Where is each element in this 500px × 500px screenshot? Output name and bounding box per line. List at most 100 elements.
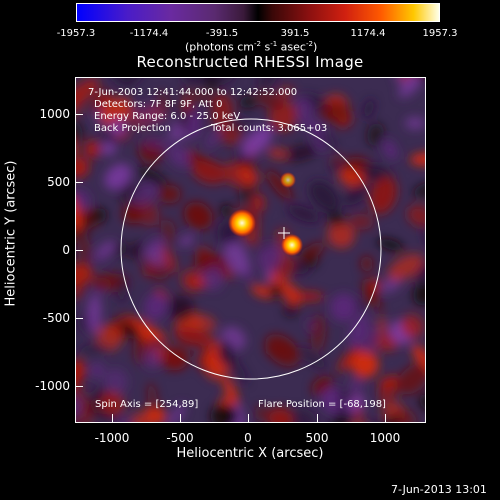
image-texture-blob [205,128,221,149]
image-texture-blob [147,382,158,413]
image-texture-blob [310,313,326,352]
image-texture-blob [287,205,320,223]
image-texture-blob [174,327,213,347]
image-texture-blob [382,139,398,160]
image-texture-blob [120,320,140,339]
image-texture-blob [182,78,208,85]
y-axis-label: Heliocentric Y (arcsec) [3,160,19,307]
image-texture-blob [157,91,170,115]
image-texture-blob [136,166,167,186]
y-axis-tick [75,386,83,387]
colorbar-tick-label: -1174.4 [129,28,169,39]
image-texture-blob [360,255,373,272]
image-texture-blob [84,140,101,159]
image-texture-blob [76,382,83,402]
image-texture-blob [267,406,294,422]
energy-range-label: Energy Range: 6.0 - 25.0 keV [94,111,241,122]
detectors-label: Detectors: 7F 8F 9F, Att 0 [94,99,223,110]
hot-spot-main [228,209,256,237]
image-texture-blob [327,221,355,249]
image-texture-blob [287,408,318,422]
image-texture-blob [87,293,102,334]
image-texture-blob [131,412,152,422]
colorbar-tick-label: -391.5 [205,28,239,39]
image-texture-blob [113,242,127,256]
method-label: Back Projection [94,123,171,134]
image-texture-blob [267,147,289,160]
image-texture-blob [100,390,125,416]
image-texture-blob [283,284,301,306]
image-texture-blob [255,90,284,111]
image-texture-blob [330,293,357,322]
image-texture-blob [76,359,86,388]
image-texture-blob [266,170,293,200]
colorbar-tick-label: 1174.4 [350,28,386,39]
image-texture-blob [412,181,425,199]
solar-limb-circle [120,118,382,380]
image-texture-blob [181,269,207,292]
total-counts-label: Total counts: 3.065+03 [211,123,328,134]
x-axis-tick [180,414,181,422]
colorbar-tick-label: -1957.3 [56,28,96,39]
image-texture-blob [363,98,375,119]
hot-spot-flare [281,234,303,256]
image-texture-blob [397,364,425,395]
image-texture-blob [117,275,127,304]
image-texture-blob [104,163,132,190]
image-texture-blob [161,219,176,246]
image-texture-blob [158,185,181,204]
y-axis-tick [75,250,83,251]
image-texture-blob [220,204,233,217]
image-texture-blob [194,252,214,272]
x-axis-tick [112,414,113,422]
image-texture-blob [295,97,313,118]
image-texture-blob [397,409,417,422]
image-texture-blob [184,202,213,230]
image-texture-blob [186,108,203,140]
y-tick-label: -500 [42,311,70,325]
image-texture-blob [398,78,422,98]
image-texture-blob [76,78,100,106]
image-texture-blob [284,144,318,162]
y-tick-label: 1000 [39,107,70,121]
y-axis-tick [75,114,83,115]
image-texture-blob [99,97,132,127]
image-texture-blob [90,254,109,263]
image-texture-blob [347,312,370,346]
y-axis-tick [75,182,83,183]
image-texture-blob [348,213,374,230]
image-texture-blob [224,119,253,131]
y-tick-label: 0 [62,243,70,257]
image-texture-blob [348,376,365,397]
image-texture-blob [239,96,258,109]
y-tick-label: 500 [47,175,70,189]
image-texture-blob [387,253,424,282]
image-texture-blob [377,316,387,333]
image-title: Reconstructed RHESSI Image [136,53,364,71]
flare-position-marker [278,227,290,239]
y-axis-tick [75,318,83,319]
x-tick-label: -1000 [94,431,130,445]
image-texture-blob [412,282,425,306]
image-texture-blob [160,345,190,371]
spin-axis-label: Spin Axis = [254,89] [95,399,199,410]
image-texture-blob [338,347,361,372]
image-texture-blob [269,283,283,300]
image-texture-blob [283,302,299,318]
image-texture-blob [237,166,257,185]
image-texture-blob [342,396,366,413]
image-texture-blob [144,348,161,369]
image-texture-blob [412,344,425,377]
x-axis-tick [317,414,318,422]
footer-date: 7-Jun-2013 13:01 [391,483,487,496]
image-texture-blob [76,192,82,232]
image-texture-blob [76,120,83,149]
image-texture-blob [168,145,193,169]
image-texture-blob [376,238,405,251]
image-texture-blob [128,242,144,259]
image-texture-blob [76,189,90,213]
image-texture-blob [400,314,424,339]
x-tick-label: 500 [305,431,329,445]
flare-position-label: Flare Position = [-68,198] [258,399,386,410]
image-texture-blob [309,180,340,212]
